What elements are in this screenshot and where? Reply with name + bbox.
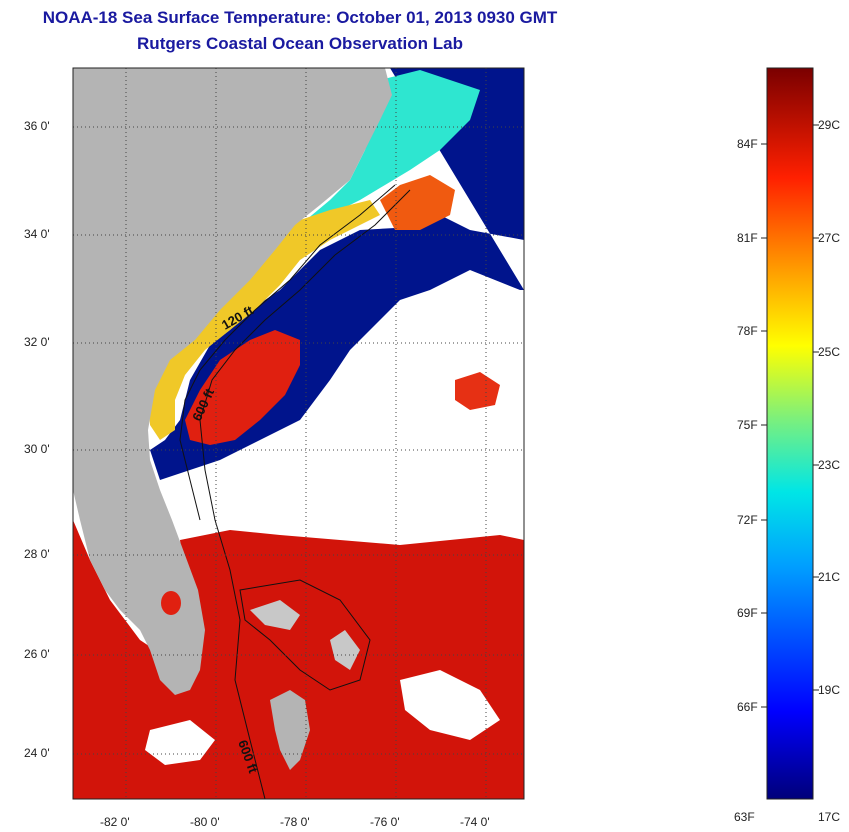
lon-tick-78: -78 0'	[280, 815, 310, 829]
lon-tick-80: -80 0'	[190, 815, 220, 829]
colorbar-f-75: 75F	[737, 418, 758, 432]
lat-tick-34: 34 0'	[24, 227, 50, 241]
map-frame	[72, 67, 525, 800]
gulf-stream-warm-north	[380, 175, 455, 230]
colorbar-c-29: 29C	[818, 118, 841, 132]
colorbar-c-21: 21C	[818, 570, 841, 584]
colorbar-c-25: 25C	[818, 345, 841, 359]
lon-tick-74: -74 0'	[460, 815, 490, 829]
lat-tick-36: 36 0'	[24, 119, 50, 133]
map-title: NOAA-18 Sea Surface Temperature: October…	[42, 8, 558, 27]
colorbar-f-81: 81F	[737, 231, 758, 245]
map-subtitle: Rutgers Coastal Ocean Observation Lab	[137, 34, 463, 53]
cloud-patch-south	[400, 670, 500, 740]
colorbar-f-84: 84F	[737, 137, 758, 151]
colorbar-c-19: 19C	[818, 683, 841, 697]
isobath-600ft	[199, 189, 411, 799]
colorbar-f-63: 63F	[734, 810, 755, 824]
warm-patch-east	[455, 372, 500, 410]
lat-tick-26: 26 0'	[24, 647, 50, 661]
lon-tick-82: -82 0'	[100, 815, 130, 829]
colorbar-f-72: 72F	[737, 513, 758, 527]
colorbar-f-69: 69F	[737, 606, 758, 620]
land-cuba	[270, 690, 310, 770]
shelf-water-north	[240, 70, 480, 300]
land-bahamas	[250, 600, 360, 670]
colorbar-f-66: 66F	[737, 700, 758, 714]
colorbar-c-23: 23C	[818, 458, 841, 472]
land-us-southeast	[73, 68, 392, 695]
lon-tick-76: -76 0'	[370, 815, 400, 829]
colorbar-c-17: 17C	[818, 810, 841, 824]
lat-tick-32: 32 0'	[24, 335, 50, 349]
colorbar-c-27: 27C	[818, 231, 841, 245]
lat-tick-28: 28 0'	[24, 547, 50, 561]
gulf-stream-warm	[185, 330, 300, 445]
isobath-bahamas	[239, 579, 371, 691]
lake-okeechobee	[161, 591, 181, 615]
colorbar-f-78: 78F	[737, 324, 758, 338]
colorbar-ticks	[761, 124, 819, 708]
colorbar	[766, 67, 814, 800]
lat-tick-24: 24 0'	[24, 746, 50, 760]
lat-tick-30: 30 0'	[24, 442, 50, 456]
